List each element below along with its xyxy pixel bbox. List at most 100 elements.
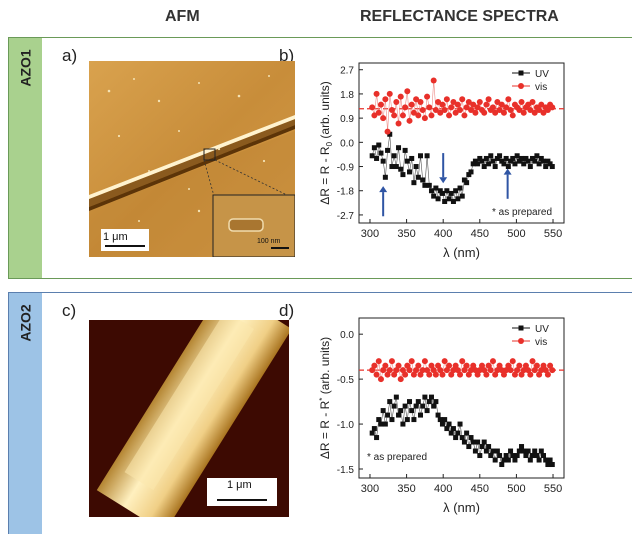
annotation-as-prepared: * as prepared [492,207,552,218]
uv-point [468,435,474,441]
uv-point [519,155,525,161]
vis-point [408,101,415,108]
uv-point [439,190,445,196]
legend-label-vis: vis [535,337,547,348]
uv-point [488,453,494,459]
vis-point [547,362,554,369]
vis-point [393,98,400,105]
uv-point [402,147,408,153]
uv-point [497,153,503,159]
uv-point [508,448,514,454]
vis-point [404,88,411,95]
uv-point [512,457,518,463]
uv-point [409,155,415,161]
vis-point [540,362,547,369]
vis-point [520,367,527,374]
uv-point [490,158,496,164]
uv-point [391,153,397,159]
uv-point [413,403,419,409]
x-tick-label: 550 [544,228,562,240]
legend-marker-uv [518,70,524,76]
uv-point [422,394,428,400]
vis-point [402,104,409,111]
vis-point [439,371,446,378]
uv-point [378,421,384,427]
uv-point [446,196,452,202]
vis-point [481,109,488,116]
vis-point [536,107,543,114]
vis-point [439,101,446,108]
x-tick-label: 500 [507,228,525,240]
uv-point [470,161,476,167]
vis-point [494,98,501,105]
uv-point [453,435,459,441]
y-tick-label: -0.9 [337,163,355,174]
arrow-head [439,177,448,184]
vis-point [472,109,479,116]
vis-point [544,371,551,378]
vis-point [452,362,459,369]
vis-point [457,107,464,114]
vis-point [492,109,499,116]
vis-point [377,376,384,383]
uv-point [420,403,426,409]
vis-point [531,109,538,116]
uv-point [464,430,470,436]
vis-point [505,96,512,103]
uv-point [387,131,393,137]
uv-point [398,166,404,172]
vis-point [384,371,391,378]
uv-point [415,174,421,180]
vis-point [413,367,420,374]
uv-point [435,412,441,418]
uv-point [428,394,434,400]
y-axis-label-units: (arb. units) [318,337,332,398]
uv-point [470,439,476,445]
vis-point [516,107,523,114]
uv-point [442,417,448,423]
uv-point [481,439,487,445]
vis-point [415,112,422,119]
uv-point [391,403,397,409]
vis-point [474,104,481,111]
vis-point [544,107,551,114]
uv-point [464,180,470,186]
uv-point [472,158,478,164]
vis-point [369,104,376,111]
vis-point [494,367,501,374]
uv-point [431,193,437,199]
uv-point [543,457,549,463]
uv-point [393,164,399,170]
uv-point [521,448,527,454]
y-tick-label: -1.8 [337,187,355,198]
uv-point [418,153,423,159]
vis-point [461,367,468,374]
vis-point [511,371,518,378]
vis-point [408,358,415,365]
vis-point [441,107,448,114]
row-azo1-side-bar: AZO1 [9,38,42,278]
y-tick-label: -1.5 [337,465,355,476]
uv-point [446,421,452,427]
x-tick-label: 400 [434,483,452,495]
vis-point [373,90,380,97]
uv-point [510,453,516,459]
uv-point [486,444,492,450]
inset-scalebar-label: 100 nm [257,238,281,245]
vis-point [402,371,409,378]
legend-marker-uv [518,325,524,331]
vis-point [391,371,398,378]
uv-point [468,169,474,175]
uv-point [453,188,459,194]
uv-point [435,196,441,202]
uv-point [387,399,393,405]
uv-point [488,153,494,159]
vis-point [500,371,507,378]
uv-point [466,172,472,178]
uv-point [444,188,450,194]
panel-letter-d: d) [279,301,295,320]
vis-point [503,104,510,111]
vis-point [369,367,376,374]
vis-point [489,104,496,111]
uv-point [442,198,448,204]
